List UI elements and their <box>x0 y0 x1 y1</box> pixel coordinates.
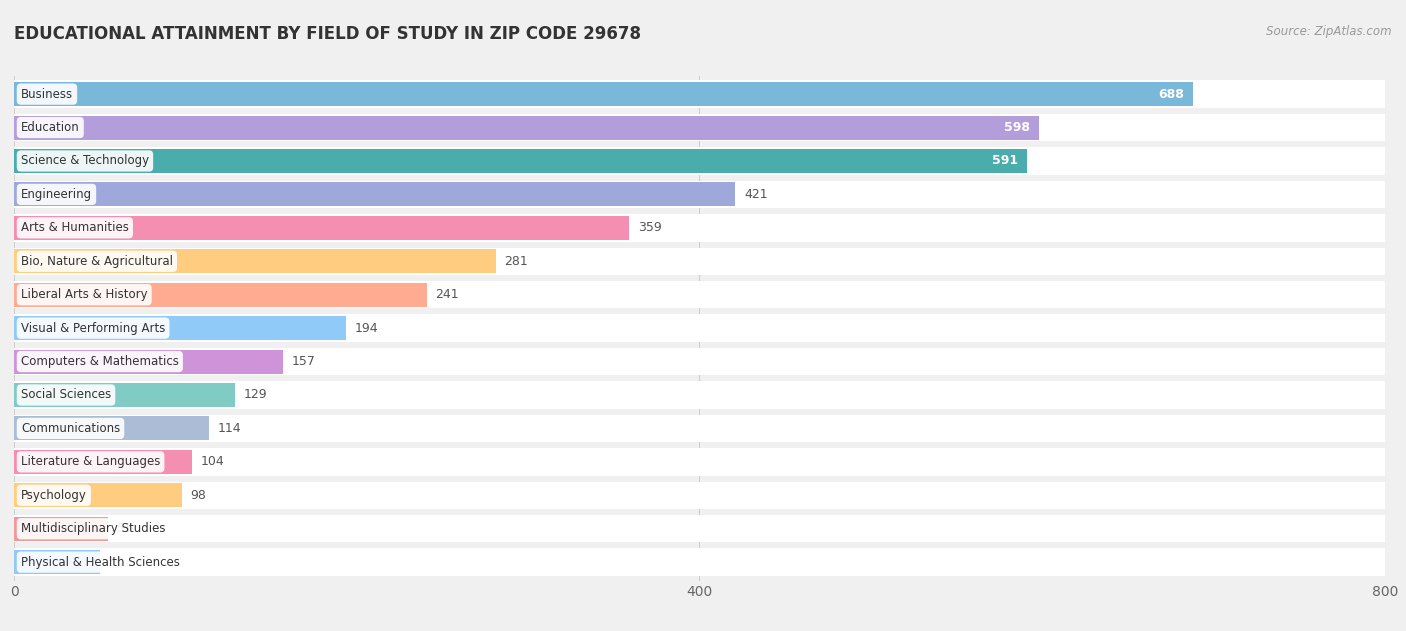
Text: Physical & Health Sciences: Physical & Health Sciences <box>21 556 180 569</box>
Text: 688: 688 <box>1159 88 1184 100</box>
Bar <box>14 147 1385 175</box>
Bar <box>14 216 630 240</box>
Bar <box>14 283 427 307</box>
Text: Literature & Languages: Literature & Languages <box>21 456 160 468</box>
Bar <box>14 481 1385 509</box>
Text: EDUCATIONAL ATTAINMENT BY FIELD OF STUDY IN ZIP CODE 29678: EDUCATIONAL ATTAINMENT BY FIELD OF STUDY… <box>14 25 641 44</box>
Bar <box>14 415 1385 442</box>
Text: 359: 359 <box>638 221 662 234</box>
Bar <box>14 281 1385 309</box>
Bar <box>14 483 181 507</box>
Text: 50: 50 <box>108 556 124 569</box>
Bar <box>14 247 1385 275</box>
Text: 194: 194 <box>356 322 378 334</box>
Text: 241: 241 <box>436 288 460 301</box>
Text: 157: 157 <box>291 355 315 368</box>
Bar <box>14 450 193 474</box>
Text: Education: Education <box>21 121 80 134</box>
Text: Bio, Nature & Agricultural: Bio, Nature & Agricultural <box>21 255 173 268</box>
Text: 281: 281 <box>505 255 527 268</box>
Text: Communications: Communications <box>21 422 120 435</box>
Bar <box>14 82 1192 106</box>
Text: 98: 98 <box>191 489 207 502</box>
Bar <box>14 416 209 440</box>
Bar <box>14 515 1385 543</box>
Text: Business: Business <box>21 88 73 100</box>
Text: Source: ZipAtlas.com: Source: ZipAtlas.com <box>1267 25 1392 38</box>
Bar <box>14 517 108 541</box>
Bar <box>14 348 1385 375</box>
Bar <box>14 350 283 374</box>
Text: Science & Technology: Science & Technology <box>21 155 149 167</box>
Bar <box>14 80 1385 108</box>
Bar <box>14 214 1385 242</box>
Bar <box>14 180 1385 208</box>
Text: Social Sciences: Social Sciences <box>21 389 111 401</box>
Text: Arts & Humanities: Arts & Humanities <box>21 221 129 234</box>
Text: Visual & Performing Arts: Visual & Performing Arts <box>21 322 166 334</box>
Text: 114: 114 <box>218 422 242 435</box>
Text: Liberal Arts & History: Liberal Arts & History <box>21 288 148 301</box>
Bar <box>14 550 100 574</box>
Text: Psychology: Psychology <box>21 489 87 502</box>
Bar <box>14 448 1385 476</box>
Text: 421: 421 <box>744 188 768 201</box>
Bar <box>14 314 1385 342</box>
Bar <box>14 383 235 407</box>
Text: Computers & Mathematics: Computers & Mathematics <box>21 355 179 368</box>
Text: 104: 104 <box>201 456 225 468</box>
Text: 591: 591 <box>993 155 1018 167</box>
Text: Engineering: Engineering <box>21 188 91 201</box>
Bar <box>14 115 1039 139</box>
Bar <box>14 381 1385 409</box>
Text: 129: 129 <box>243 389 267 401</box>
Bar <box>14 149 1026 173</box>
Bar <box>14 316 346 340</box>
Text: 598: 598 <box>1004 121 1031 134</box>
Bar <box>14 249 495 273</box>
Bar <box>14 182 735 206</box>
Text: Multidisciplinary Studies: Multidisciplinary Studies <box>21 522 166 535</box>
Bar <box>14 114 1385 141</box>
Bar <box>14 548 1385 576</box>
Text: 55: 55 <box>117 522 134 535</box>
